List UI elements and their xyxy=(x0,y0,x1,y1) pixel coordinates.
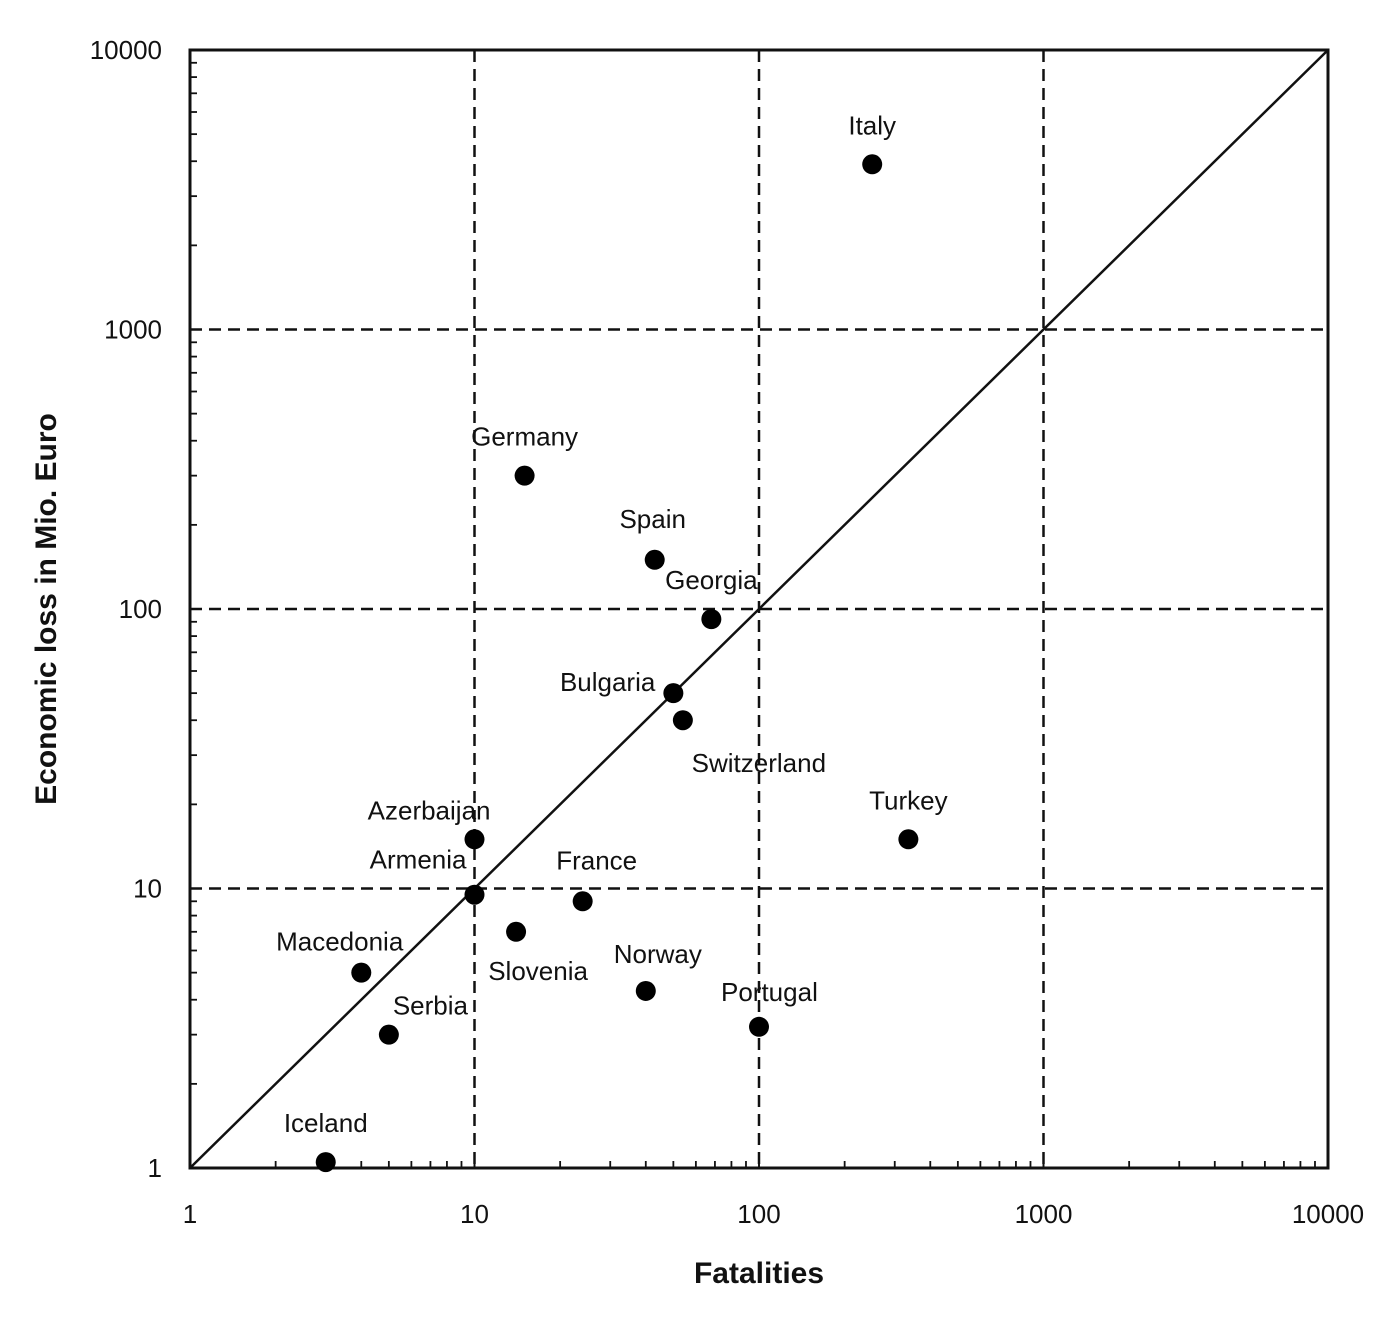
plot-area-frame xyxy=(188,48,1330,1170)
data-point-serbia xyxy=(378,1024,399,1045)
y-tick-label-10000: 10000 xyxy=(90,35,162,65)
data-point-macedonia xyxy=(351,962,372,983)
data-point-armenia xyxy=(464,884,485,905)
x-tick-label-1: 1 xyxy=(183,1199,197,1229)
data-point-spain xyxy=(644,549,665,570)
data-point-switzerland xyxy=(672,710,693,731)
y-tick-label-1: 1 xyxy=(148,1153,162,1183)
y-tick-labels: 1 10 100 1000 10000 xyxy=(90,35,162,1183)
y-tick-label-10: 10 xyxy=(133,874,162,904)
x-axis-title: Fatalities xyxy=(694,1257,824,1290)
point-label-georgia: Georgia xyxy=(665,565,758,595)
x-tick-label-100: 100 xyxy=(737,1199,780,1229)
point-label-bulgaria: Bulgaria xyxy=(560,667,656,697)
data-point-bulgaria xyxy=(663,683,684,704)
point-label-france: France xyxy=(556,845,637,875)
point-label-macedonia: Macedonia xyxy=(276,927,404,957)
point-label-slovenia: Slovenia xyxy=(488,956,588,986)
data-points xyxy=(315,154,919,1173)
y-tick-label-1000: 1000 xyxy=(104,315,162,345)
x-tick-label-10000: 10000 xyxy=(1292,1199,1364,1229)
point-label-iceland: Iceland xyxy=(284,1108,368,1138)
data-point-france xyxy=(572,891,593,912)
data-point-slovenia xyxy=(506,921,527,942)
x-tick-label-1000: 1000 xyxy=(1015,1199,1073,1229)
point-label-azerbaijan: Azerbaijan xyxy=(368,795,491,825)
data-point-italy xyxy=(862,154,883,175)
point-label-germany: Germany xyxy=(471,422,578,452)
data-point-germany xyxy=(514,465,535,486)
point-label-italy: Italy xyxy=(848,110,896,140)
point-label-norway: Norway xyxy=(614,939,702,969)
data-point-portugal xyxy=(749,1016,769,1037)
point-label-turkey: Turkey xyxy=(869,785,948,815)
x-tick-label-10: 10 xyxy=(460,1199,489,1229)
y-tick-label-100: 100 xyxy=(119,594,162,624)
point-label-serbia: Serbia xyxy=(393,991,469,1021)
y-axis-title: Economic loss in Mio. Euro xyxy=(30,413,63,805)
data-point-azerbaijan xyxy=(464,829,485,850)
point-label-armenia: Armenia xyxy=(370,845,467,875)
x-tick-labels: 1 10 100 1000 10000 xyxy=(183,1199,1364,1229)
data-point-georgia xyxy=(701,609,722,630)
point-label-portugal: Portugal xyxy=(721,977,818,1007)
data-point-norway xyxy=(635,980,656,1001)
data-point-iceland xyxy=(315,1152,336,1173)
point-label-switzerland: Switzerland xyxy=(692,748,826,778)
reference-diagonal-line xyxy=(189,49,1329,1169)
point-labels: Italy Germany Spain Georgia Bulgaria Switzerl… xyxy=(276,110,948,1138)
data-point-turkey xyxy=(898,829,919,850)
point-label-spain: Spain xyxy=(619,504,686,534)
